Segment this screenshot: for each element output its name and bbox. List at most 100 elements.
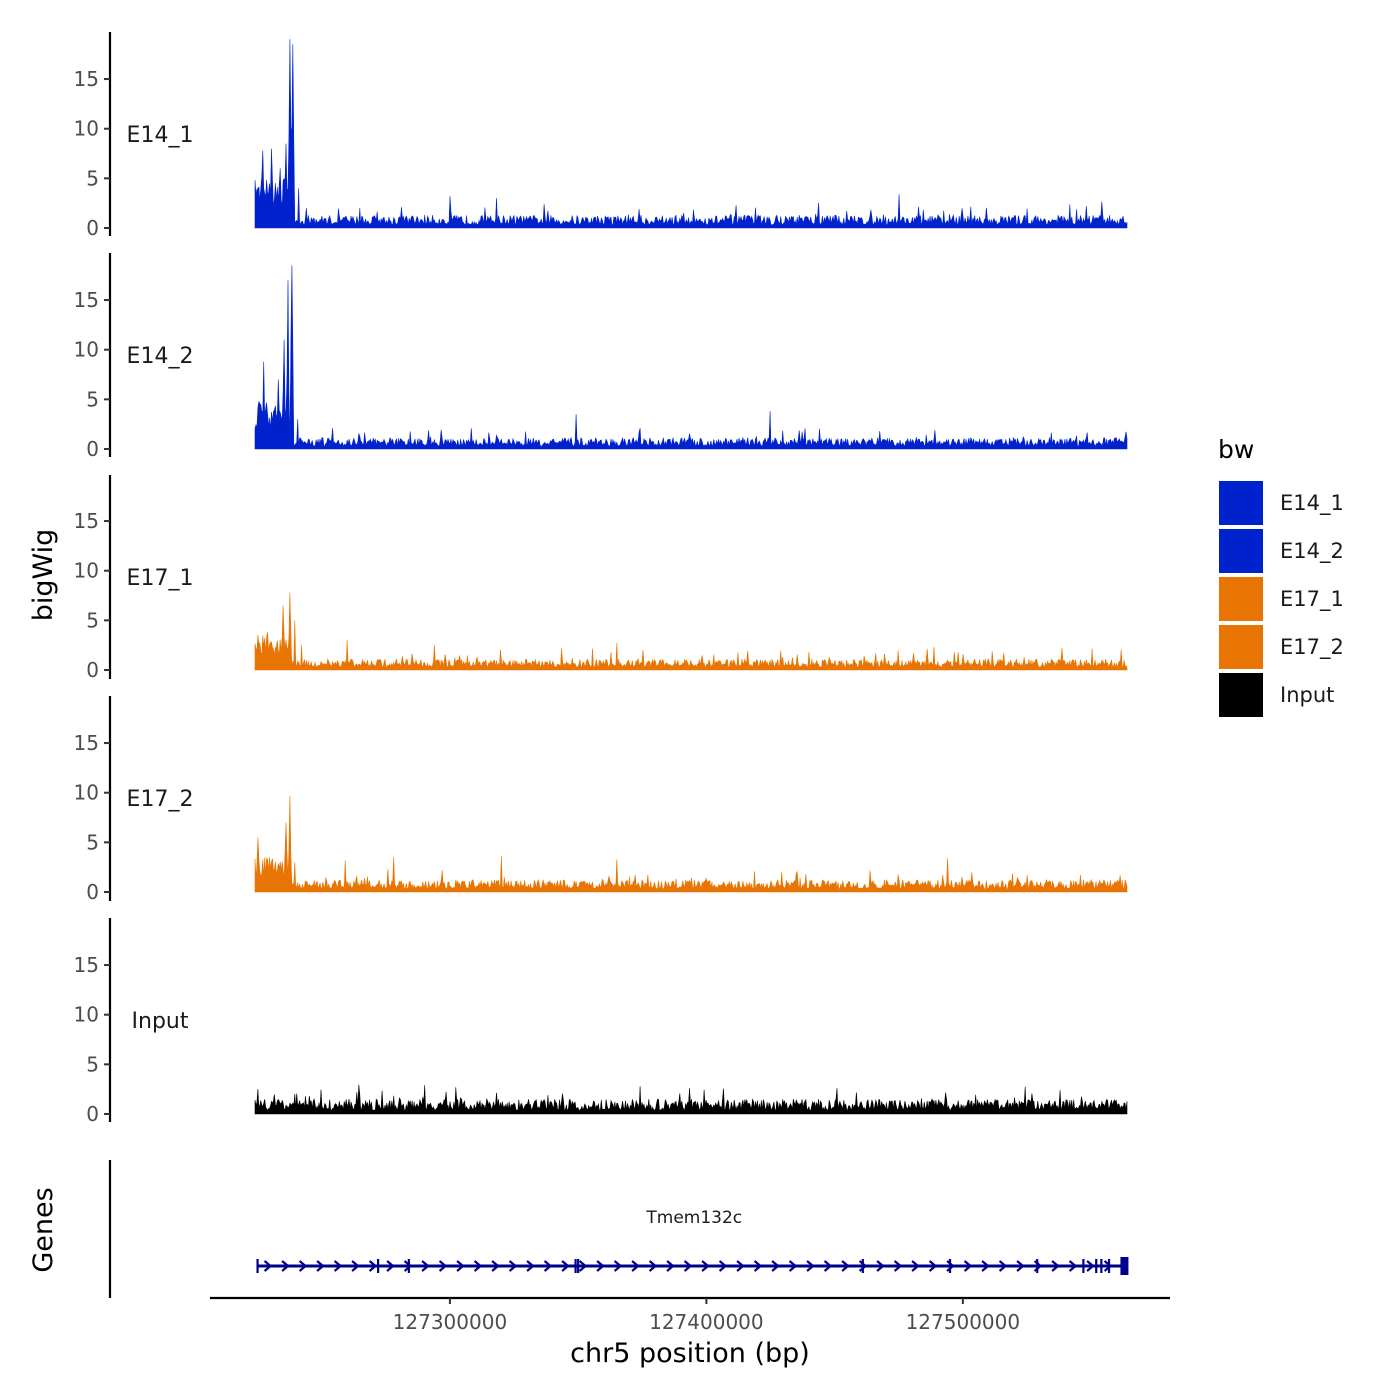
strand-arrow — [403, 1260, 413, 1272]
y-tick-label: 5 — [86, 166, 99, 190]
strand-arrow — [823, 1260, 833, 1272]
exon — [1107, 1259, 1111, 1273]
x-axis: 127300000 127400000 127500000 — [210, 1296, 1170, 1334]
strand-arrow — [368, 1260, 378, 1272]
y-tick-label: 15 — [74, 288, 99, 312]
strand-arrow — [998, 1260, 1008, 1272]
y-tick-label: 0 — [86, 658, 99, 682]
strand-arrow — [613, 1260, 623, 1272]
signal-area-E17_2 — [254, 795, 1128, 893]
strand-arrow — [316, 1260, 325, 1272]
strand-arrow — [753, 1260, 763, 1272]
legend-swatch-Input — [1219, 673, 1263, 717]
strand-arrow — [666, 1260, 675, 1272]
y-tick-label: 15 — [74, 67, 99, 91]
strand-arrow — [333, 1260, 343, 1272]
strand-arrow — [631, 1260, 640, 1272]
genes-track-label: Genes — [28, 1187, 59, 1272]
exon — [1120, 1257, 1129, 1275]
exon — [861, 1259, 864, 1273]
strand-arrow — [351, 1260, 360, 1272]
strand-arrow — [543, 1260, 553, 1272]
strand-arrow — [1051, 1260, 1060, 1272]
strand-arrow — [736, 1260, 745, 1272]
exon — [574, 1259, 577, 1273]
strand-arrow — [911, 1260, 920, 1272]
genes-track: Tmem132c — [108, 1160, 1129, 1298]
y-tick-label: 10 — [74, 1003, 99, 1027]
strand-arrow — [386, 1260, 395, 1272]
strand-arrow — [701, 1260, 710, 1272]
y-tick-label: 5 — [86, 608, 99, 632]
exon — [377, 1259, 380, 1273]
exon — [577, 1259, 580, 1273]
y-tick-label: 5 — [86, 387, 99, 411]
legend-label-E14_1: E14_1 — [1280, 491, 1344, 516]
strand-arrow — [858, 1260, 868, 1272]
strand-arrow — [578, 1260, 588, 1272]
strand-arrow — [1016, 1260, 1025, 1272]
legend-label-E14_2: E14_2 — [1280, 539, 1344, 564]
strand-arrow — [456, 1260, 465, 1272]
y-tick-label: 10 — [74, 781, 99, 805]
strand-arrow — [421, 1260, 430, 1272]
y-tick-label: 15 — [74, 953, 99, 977]
track-E17_2: 0 5 10 15 E17_2 — [74, 696, 1128, 904]
track-label-E17_1: E17_1 — [127, 566, 194, 591]
signal-area-Input — [254, 1084, 1128, 1115]
strand-arrow — [1086, 1260, 1095, 1272]
gene-label: Tmem132c — [645, 1208, 742, 1228]
strand-arrow — [771, 1260, 780, 1272]
y-tick-label: 10 — [74, 338, 99, 362]
exon — [1095, 1259, 1098, 1273]
strand-arrow — [473, 1260, 483, 1272]
exon — [948, 1259, 952, 1273]
strand-arrow — [806, 1260, 815, 1272]
y-tick-label: 0 — [86, 880, 99, 904]
strand-arrow — [263, 1260, 273, 1272]
legend-label-E17_1: E17_1 — [1280, 587, 1344, 612]
track-label-E17_2: E17_2 — [127, 787, 194, 812]
y-tick-label: 5 — [86, 1052, 99, 1076]
strand-arrow — [438, 1260, 448, 1272]
legend-swatch-E17_2 — [1219, 625, 1263, 669]
strand-arrow — [596, 1260, 605, 1272]
strand-arrow — [928, 1260, 938, 1272]
track-label-E14_1: E14_1 — [127, 123, 194, 148]
legend-title: bw — [1218, 435, 1254, 464]
y-axis-title: bigWig — [28, 529, 59, 622]
track-Input: 0 5 10 15 Input — [74, 918, 1128, 1126]
strand-arrow — [1103, 1260, 1113, 1272]
track-E14_1: 0 5 10 15 E14_1 — [74, 32, 1128, 240]
strand-arrow — [683, 1260, 693, 1272]
legend-swatch-E14_1 — [1219, 481, 1263, 525]
strand-arrow — [788, 1260, 798, 1272]
x-axis-title: chr5 position (bp) — [570, 1338, 810, 1369]
x-tick-label: 127500000 — [906, 1310, 1021, 1334]
signal-area-E14_2 — [254, 265, 1128, 450]
x-tick-label: 127300000 — [393, 1310, 508, 1334]
exon — [1082, 1259, 1085, 1273]
strand-arrow — [508, 1260, 518, 1272]
strand-arrow — [718, 1260, 728, 1272]
exon — [256, 1259, 259, 1273]
y-tick-label: 15 — [74, 509, 99, 533]
legend: bw E14_1 E14_2 E17_1 E17_2 Input — [1218, 435, 1344, 717]
strand-arrow — [526, 1260, 535, 1272]
signal-tracks: 0 5 10 15 E14_1 0 5 10 15 E14_2 0 5 10 15 E17_1 0 5 10 15 E… — [74, 32, 1128, 1126]
track-label-Input: Input — [132, 1009, 189, 1034]
y-tick-label: 5 — [86, 830, 99, 854]
y-tick-label: 0 — [86, 437, 99, 461]
strand-arrow — [561, 1260, 570, 1272]
strand-arrow — [281, 1260, 290, 1272]
strand-arrow — [1068, 1260, 1078, 1272]
strand-arrow — [876, 1260, 885, 1272]
strand-arrow — [648, 1260, 658, 1272]
track-E17_1: 0 5 10 15 E17_1 — [74, 475, 1128, 682]
exon — [1036, 1259, 1039, 1273]
legend-label-E17_2: E17_2 — [1280, 635, 1344, 660]
exon — [1100, 1259, 1103, 1273]
y-tick-label: 10 — [74, 117, 99, 141]
strand-arrow — [298, 1260, 308, 1272]
